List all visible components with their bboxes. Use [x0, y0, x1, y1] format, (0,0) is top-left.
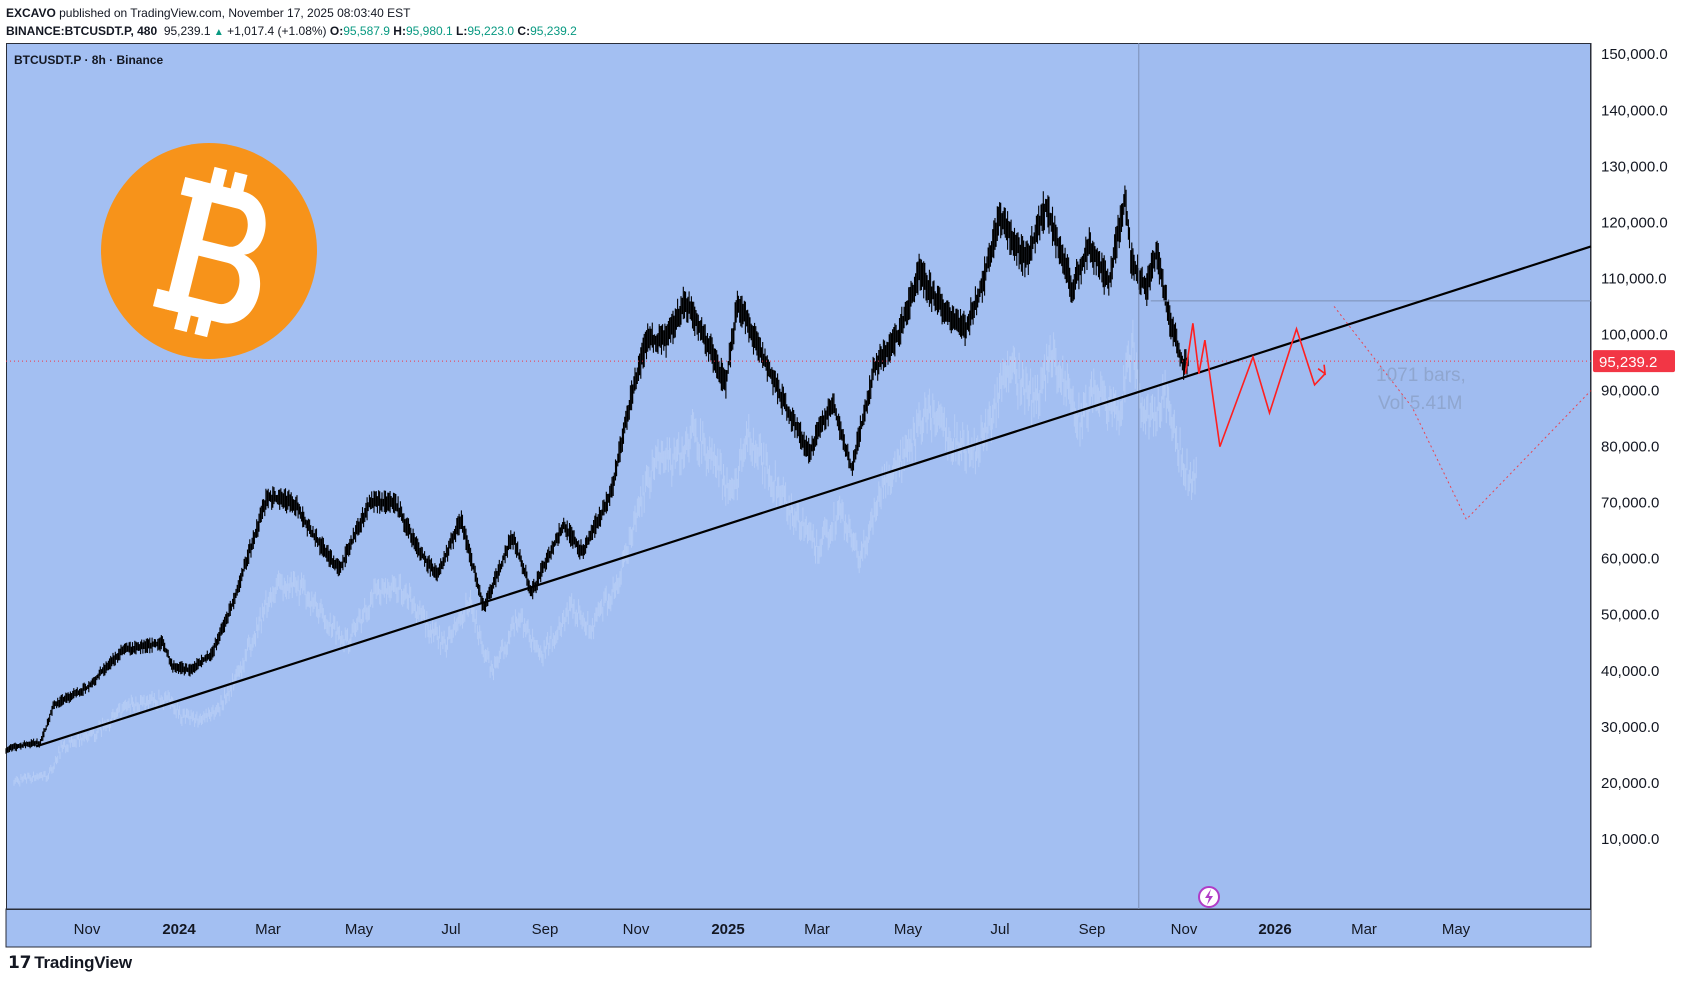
bitcoin-serif-top — [180, 177, 203, 199]
x-tick-label: 2026 — [1258, 921, 1291, 938]
projection-dotted-path[interactable] — [1333, 306, 1592, 521]
bitcoin-bar-bottom-left — [174, 307, 193, 333]
y-tick-label: 110,000.0 — [1601, 270, 1667, 287]
x-tick-label: 2025 — [711, 921, 744, 938]
open-value: 95,587.9 — [343, 24, 390, 38]
bitcoin-b — [164, 179, 266, 324]
close-label: C: — [517, 24, 531, 38]
close-value: 95,239.2 — [530, 24, 577, 38]
x-tick-label: Jul — [441, 921, 460, 938]
low-label: L: — [456, 24, 468, 38]
y-tick-label: 120,000.0 — [1601, 214, 1668, 231]
x-tick-label: May — [894, 921, 923, 938]
x-tick-label: Jul — [990, 921, 1009, 938]
open-label: O: — [329, 24, 344, 38]
x-tick-label: May — [345, 921, 374, 938]
candles — [5, 185, 1189, 754]
drawing-overlays: 1071 bars, Vol 5.41M — [6, 43, 1592, 909]
y-tick-label: 10,000.0 — [1601, 831, 1659, 848]
brand-text: TradingView — [34, 953, 132, 972]
y-tick-label: 150,000.0 — [1601, 46, 1668, 63]
bitcoin-serif-bottom — [153, 288, 175, 311]
current-price: 95,239.1 — [163, 24, 211, 38]
bitcoin-bar-bottom-right — [194, 312, 213, 338]
bitcoin-glyph — [153, 166, 266, 338]
x-tick-label: Nov — [1171, 921, 1198, 938]
x-tick-label: 2024 — [162, 921, 196, 938]
symbol-name[interactable]: BINANCE:BTCUSDT.P — [6, 24, 131, 38]
ohlc-line: BINANCE:BTCUSDT.P, 480 95,239.1 ▲ +1,017… — [6, 22, 577, 42]
ghost-price-overlay — [13, 319, 1197, 787]
y-tick-label: 70,000.0 — [1601, 495, 1659, 512]
y-tick-label: 50,000.0 — [1601, 607, 1659, 624]
volume-annotation: Vol 5.41M — [1378, 393, 1463, 414]
last-price-badge[interactable]: 95,239.2 — [1593, 350, 1675, 373]
publish-info: published on TradingView.com, November 1… — [55, 6, 411, 20]
y-tick-label: 30,000.0 — [1601, 719, 1659, 736]
tradingview-brand[interactable]: 17 TradingView — [8, 953, 132, 973]
high-value: 95,980.1 — [405, 24, 453, 38]
x-tick-label: Sep — [1079, 921, 1106, 938]
projection-path[interactable] — [1184, 323, 1326, 447]
interval-value: , 480 — [130, 24, 158, 38]
support-trendline[interactable] — [35, 245, 1592, 748]
publish-line: EXCAVO published on TradingView.com, Nov… — [6, 4, 577, 22]
last-price-badge-bg — [1593, 350, 1675, 373]
x-tick-label: Mar — [1351, 921, 1377, 938]
low-value: 95,223.0 — [467, 24, 515, 38]
y-tick-label: 20,000.0 — [1601, 775, 1659, 792]
bitcoin-bar-top-left — [209, 166, 228, 192]
last-price-label: 95,239.2 — [1599, 354, 1657, 371]
y-tick-label: 140,000.0 — [1601, 102, 1668, 119]
price-change: +1,017.4 (+1.08%) — [227, 24, 327, 38]
y-tick-label: 100,000.0 — [1601, 326, 1668, 343]
author-name[interactable]: EXCAVO — [6, 6, 56, 20]
marker-bolt — [1205, 889, 1213, 905]
y-tick-label: 90,000.0 — [1601, 383, 1659, 400]
bitcoin-logo-icon — [101, 143, 317, 359]
x-tick-label: May — [1442, 921, 1471, 938]
x-tick-label: Nov — [623, 921, 650, 938]
tradingview-logo-icon: 17 — [8, 953, 32, 973]
x-tick-label: Mar — [255, 921, 281, 938]
chart-header: EXCAVO published on TradingView.com, Nov… — [6, 4, 577, 42]
x-tick-label: Sep — [532, 921, 559, 938]
lightning-bolt-icon[interactable] — [1198, 886, 1220, 908]
up-arrow-icon: ▲ — [213, 27, 224, 38]
ghost-series — [13, 319, 1197, 787]
forecast-region-shade — [1138, 43, 1591, 909]
bitcoin-bar-top-right — [229, 171, 248, 197]
price-axis[interactable]: 10,000.0 20,000.0 30,000.0 40,000.0 50,000.0… — [1593, 46, 1675, 848]
price-series-line — [5, 185, 1189, 754]
y-tick-label: 80,000.0 — [1601, 439, 1659, 456]
chart-legend-title[interactable]: BTCUSDT.P · 8h · Binance — [14, 53, 163, 67]
y-tick-label: 130,000.0 — [1601, 158, 1668, 175]
x-tick-label: Nov — [74, 921, 101, 938]
y-tick-label: 60,000.0 — [1601, 551, 1659, 568]
high-label: H: — [393, 24, 406, 38]
time-axis-labels: Nov 2024 Mar May Jul Sep Nov 2025 Mar May Jul Sep No… — [74, 921, 1471, 938]
bars-annotation: 1071 bars, — [1376, 365, 1466, 386]
x-tick-label: Mar — [804, 921, 830, 938]
y-tick-label: 40,000.0 — [1601, 663, 1659, 680]
projection-arrowhead — [1317, 364, 1327, 376]
plot-border — [6, 43, 1591, 910]
